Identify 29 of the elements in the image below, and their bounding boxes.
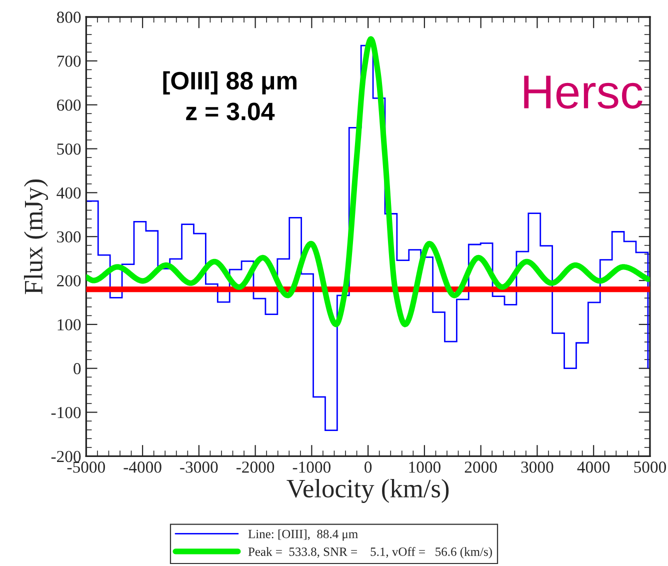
legend-label: Line: [OIII], 88.4 μm <box>248 529 358 541</box>
annotation: Hersc <box>524 76 642 109</box>
y-tick-label: 800 <box>56 12 81 23</box>
x-tick-label: -5000 <box>67 462 105 473</box>
x-tick-label: 2000 <box>464 462 497 473</box>
x-tick-label: -2000 <box>236 462 274 473</box>
y-tick-label: 700 <box>57 56 81 67</box>
x-tick-label: -3000 <box>180 462 218 473</box>
x-tick-label: 1000 <box>409 462 440 473</box>
annotation: [OIII] 88 μm <box>163 71 296 95</box>
annotation: z = 3.04 <box>186 102 275 120</box>
y-tick-label: 300 <box>57 231 81 243</box>
x-tick-label: -4000 <box>124 462 162 473</box>
y-tick-label: 500 <box>57 143 81 155</box>
y-tick-label: 200 <box>57 275 81 286</box>
x-tick-label: 3000 <box>521 462 554 473</box>
y-tick-label: -200 <box>51 450 81 462</box>
x-tick-label: 5000 <box>634 462 666 473</box>
x-axis-title: Velocity (km/s) <box>286 478 449 503</box>
y-tick-label: 400 <box>56 187 81 199</box>
legend-label: Peak = 533.8, SNR = 5.1, vOff = 56.6 (km/s) <box>248 547 492 558</box>
x-tick-label: 4000 <box>577 462 610 473</box>
y-axis-title: Flux (mJy) <box>24 179 48 294</box>
x-tick-label: -1000 <box>292 462 330 473</box>
y-tick-label: -100 <box>51 406 81 418</box>
y-tick-label: 600 <box>57 100 81 111</box>
x-tick-label: 0 <box>364 462 372 473</box>
y-tick-label: 0 <box>74 363 81 374</box>
y-tick-label: 100 <box>58 319 81 330</box>
